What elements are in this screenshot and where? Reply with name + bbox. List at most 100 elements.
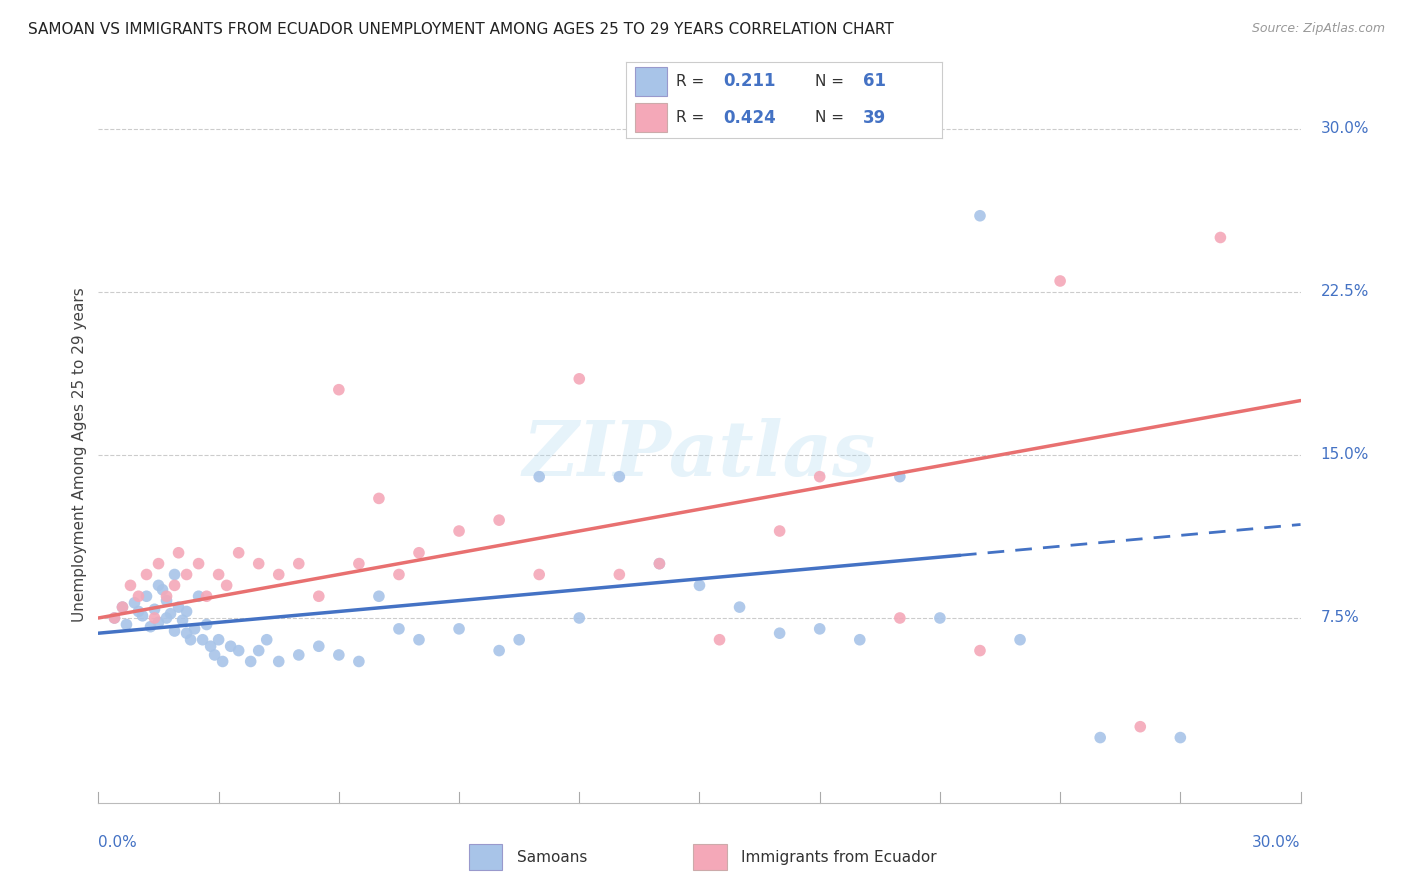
Point: [529, 469, 551, 483]
Point: [447, 524, 470, 538]
Point: [648, 557, 671, 571]
Point: [889, 469, 911, 483]
Point: [568, 611, 591, 625]
Point: [180, 632, 202, 647]
Point: [328, 383, 350, 397]
Y-axis label: Unemployment Among Ages 25 to 29 years: Unemployment Among Ages 25 to 29 years: [72, 287, 87, 623]
Bar: [636, 67, 666, 95]
Text: 0.0%: 0.0%: [98, 836, 138, 850]
Bar: [693, 844, 727, 871]
Point: [159, 607, 181, 621]
Text: 22.5%: 22.5%: [1320, 285, 1369, 300]
Point: [163, 578, 186, 592]
Point: [1209, 230, 1232, 244]
Point: [195, 617, 218, 632]
Text: 61: 61: [863, 72, 886, 90]
Point: [143, 602, 166, 616]
Point: [969, 209, 991, 223]
Point: [808, 622, 831, 636]
Point: [128, 589, 150, 603]
Point: [176, 605, 198, 619]
Text: ZIPatlas: ZIPatlas: [523, 418, 876, 491]
Point: [208, 567, 231, 582]
Text: 0.211: 0.211: [724, 72, 776, 90]
Text: Source: ZipAtlas.com: Source: ZipAtlas.com: [1251, 22, 1385, 36]
Point: [328, 648, 350, 662]
Point: [688, 578, 710, 592]
Point: [1088, 731, 1111, 745]
Text: 30.0%: 30.0%: [1253, 836, 1301, 850]
Point: [103, 611, 125, 625]
Point: [163, 624, 186, 638]
Point: [239, 655, 262, 669]
Point: [308, 589, 330, 603]
Text: Samoans: Samoans: [516, 850, 586, 864]
Point: [176, 626, 198, 640]
Point: [228, 643, 250, 657]
Text: 15.0%: 15.0%: [1320, 448, 1369, 462]
Point: [139, 620, 162, 634]
Text: R =: R =: [676, 74, 704, 89]
Point: [219, 639, 242, 653]
Point: [167, 546, 190, 560]
Point: [267, 567, 290, 582]
Point: [929, 611, 952, 625]
Point: [187, 589, 209, 603]
Point: [172, 613, 194, 627]
Text: N =: N =: [815, 111, 845, 125]
Point: [388, 622, 411, 636]
Point: [347, 557, 370, 571]
Point: [211, 655, 233, 669]
Point: [111, 600, 134, 615]
Point: [368, 491, 391, 506]
Point: [208, 632, 231, 647]
Point: [1170, 731, 1192, 745]
Text: R =: R =: [676, 111, 704, 125]
Point: [488, 513, 510, 527]
Text: 7.5%: 7.5%: [1320, 610, 1360, 625]
Point: [889, 611, 911, 625]
Point: [1049, 274, 1071, 288]
Point: [447, 622, 470, 636]
Point: [648, 557, 671, 571]
Bar: [468, 844, 502, 871]
Point: [135, 589, 157, 603]
Point: [368, 589, 391, 603]
Point: [155, 611, 177, 625]
Point: [768, 524, 790, 538]
Point: [135, 567, 157, 582]
Point: [155, 593, 177, 607]
Point: [200, 639, 222, 653]
Point: [408, 546, 430, 560]
Point: [155, 589, 177, 603]
Point: [187, 557, 209, 571]
Point: [609, 469, 631, 483]
Point: [609, 567, 631, 582]
Point: [120, 578, 142, 592]
Point: [143, 611, 166, 625]
Point: [347, 655, 370, 669]
Point: [247, 557, 270, 571]
Point: [148, 557, 170, 571]
Point: [124, 596, 146, 610]
Point: [195, 589, 218, 603]
Point: [388, 567, 411, 582]
Point: [111, 600, 134, 615]
Point: [131, 608, 153, 623]
Point: [128, 605, 150, 619]
Point: [228, 546, 250, 560]
Point: [247, 643, 270, 657]
Text: 0.424: 0.424: [724, 109, 776, 127]
Point: [1129, 720, 1152, 734]
Point: [408, 632, 430, 647]
Point: [176, 567, 198, 582]
Point: [849, 632, 872, 647]
Point: [115, 617, 138, 632]
Bar: [636, 103, 666, 132]
Point: [709, 632, 731, 647]
Point: [529, 567, 551, 582]
Point: [191, 632, 214, 647]
Point: [152, 582, 174, 597]
Point: [1010, 632, 1032, 647]
Point: [163, 567, 186, 582]
